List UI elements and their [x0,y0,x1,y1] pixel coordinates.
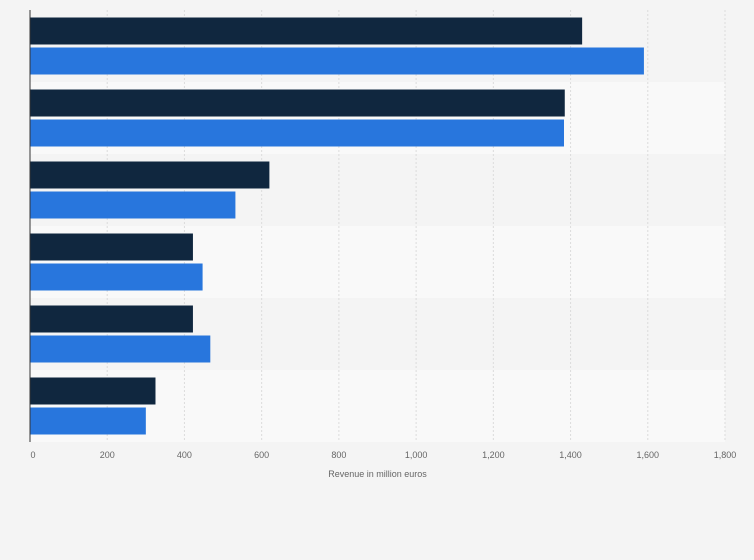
x-tick-label: 0 [30,450,35,460]
bar-series-2[interactable] [30,47,644,75]
x-tick-label: 1,400 [559,450,582,460]
bar-series-1[interactable] [30,377,156,405]
x-tick-label: 200 [100,450,115,460]
x-tick-label: 400 [177,450,192,460]
x-tick-label: 1,600 [637,450,660,460]
x-tick-label: 1,200 [482,450,505,460]
x-axis-tick-labels: 0 200 400 600 800 1,000 1,200 1,400 1,600 1,800 [30,450,736,460]
bar-series-1[interactable] [30,305,193,333]
bar-series-2[interactable] [30,263,203,291]
x-tick-label: 800 [331,450,346,460]
bar-series-1[interactable] [30,161,270,189]
x-axis-title: Revenue in million euros [328,469,427,479]
gridlines [106,10,726,442]
bar-series-1[interactable] [30,233,193,261]
bar-series-2[interactable] [30,407,146,435]
x-tick-label: 600 [254,450,269,460]
bars [30,17,644,435]
bar-series-2[interactable] [30,119,564,147]
x-tick-label: 1,800 [714,450,737,460]
bar-series-2[interactable] [30,335,211,363]
x-tick-label: 1,000 [405,450,428,460]
category-bands [30,10,725,442]
bar-series-1[interactable] [30,89,565,117]
bar-series-2[interactable] [30,191,236,219]
bar-series-1[interactable] [30,17,583,45]
